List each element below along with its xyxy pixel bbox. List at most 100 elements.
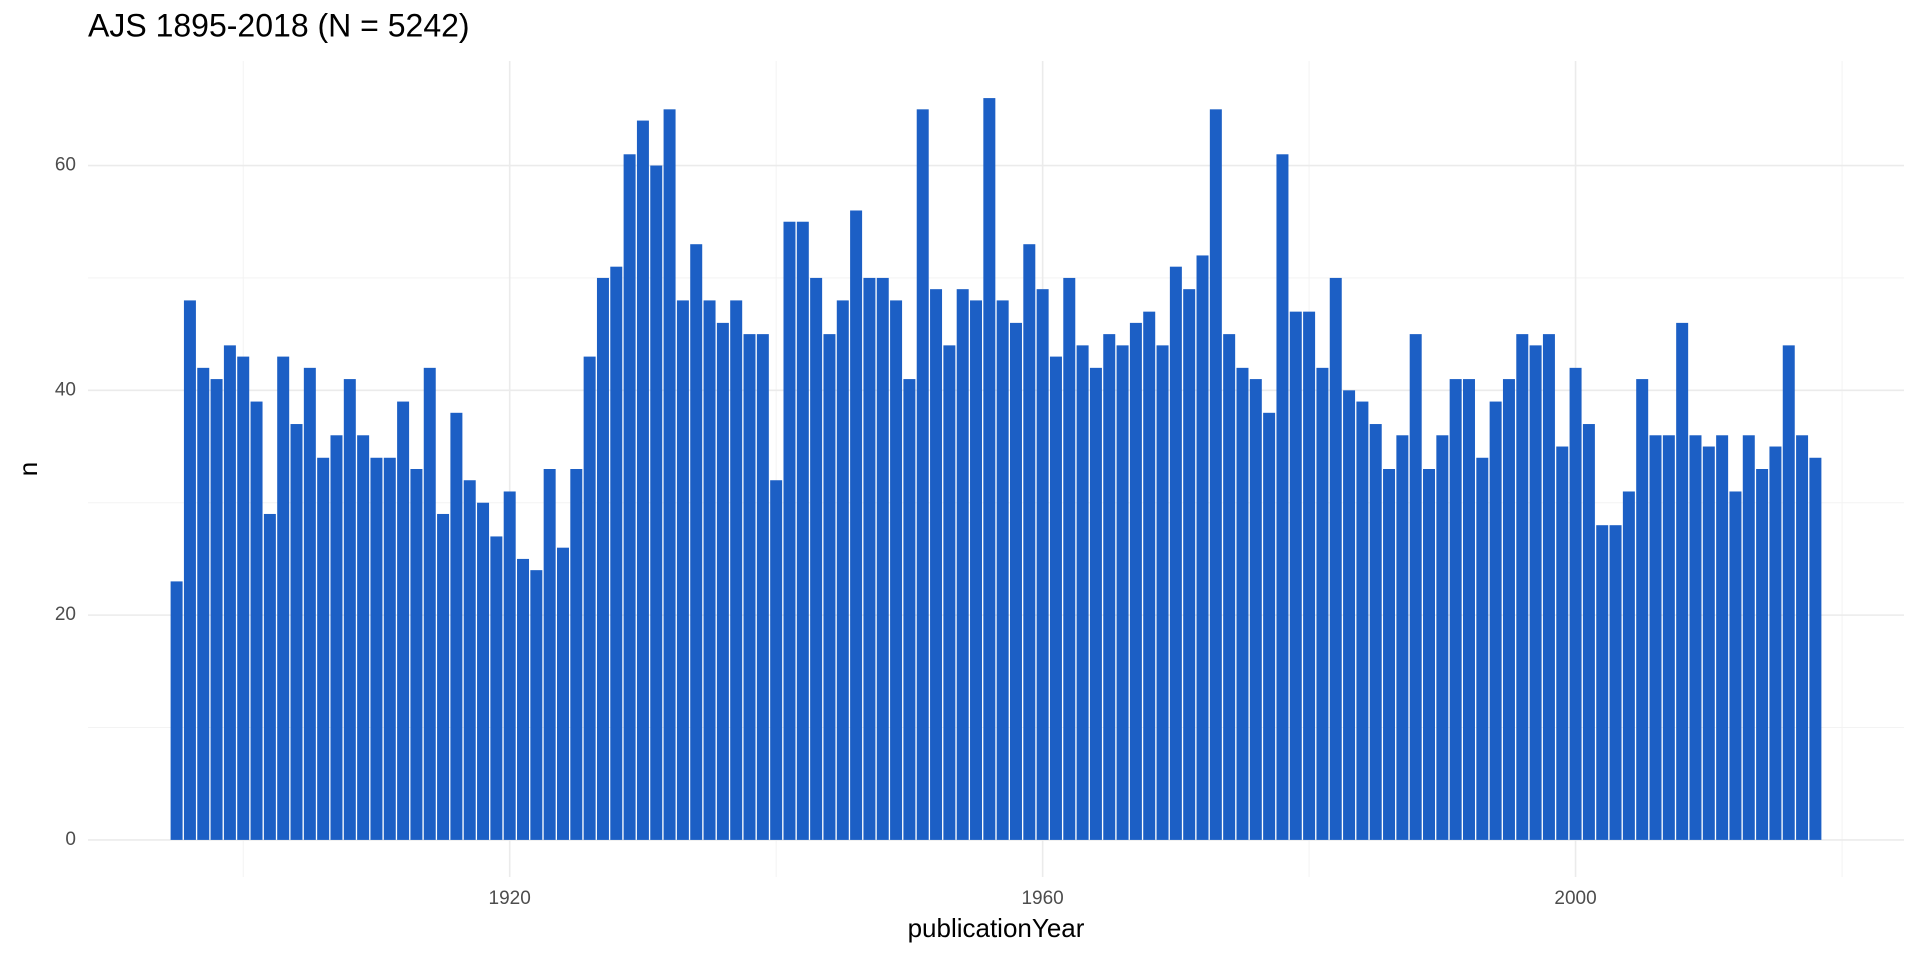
bar — [1343, 390, 1356, 840]
bar — [1556, 446, 1569, 840]
bar — [596, 277, 609, 840]
bar — [810, 277, 823, 840]
y-axis-title: n — [13, 462, 43, 476]
bar — [410, 469, 423, 840]
bar — [863, 277, 876, 840]
bar — [903, 379, 916, 840]
bar — [263, 513, 276, 840]
bar — [1223, 334, 1236, 840]
bar — [1103, 334, 1116, 840]
bar — [703, 300, 716, 840]
bar — [1369, 424, 1382, 840]
bar — [503, 491, 516, 840]
bar — [1489, 401, 1502, 840]
bar — [1809, 457, 1822, 840]
bar — [423, 367, 436, 840]
bar — [290, 424, 303, 840]
bar — [1702, 446, 1715, 840]
bar — [210, 379, 223, 840]
bar — [1049, 356, 1062, 840]
y-tick-label: 20 — [55, 604, 76, 625]
bar — [1609, 525, 1622, 840]
bar — [796, 221, 809, 840]
bar — [1329, 277, 1342, 840]
bar — [357, 435, 370, 840]
bar — [1209, 109, 1222, 840]
bar — [956, 289, 969, 840]
bar — [183, 300, 196, 840]
bar — [636, 120, 649, 840]
bar — [996, 300, 1009, 840]
bar — [1183, 289, 1196, 840]
bar — [1396, 435, 1409, 840]
bar — [343, 379, 356, 840]
bar — [530, 570, 543, 840]
bar — [610, 266, 623, 840]
y-tick-label: 60 — [55, 155, 76, 176]
bar — [650, 165, 663, 840]
bar — [1796, 435, 1809, 840]
bar — [397, 401, 410, 840]
bar — [1089, 367, 1102, 840]
bar — [197, 367, 210, 840]
bar — [1383, 469, 1396, 840]
bar — [1476, 457, 1489, 840]
chart-title: AJS 1895-2018 (N = 5242) — [88, 7, 470, 43]
x-tick-label: 1960 — [1021, 888, 1063, 909]
bar — [330, 435, 343, 840]
bar — [1023, 244, 1036, 840]
bar — [623, 154, 636, 840]
bar — [1263, 412, 1276, 840]
bar — [1356, 401, 1369, 840]
bar — [676, 300, 689, 840]
bar — [543, 469, 556, 840]
bar — [1689, 435, 1702, 840]
bar — [1276, 154, 1289, 840]
bar — [1316, 367, 1329, 840]
bar — [437, 513, 450, 840]
bar — [716, 322, 729, 840]
bar — [1423, 469, 1436, 840]
bar — [463, 480, 476, 840]
bar — [916, 109, 929, 840]
bar — [517, 558, 530, 840]
bar — [1529, 345, 1542, 840]
bar — [1542, 334, 1555, 840]
bar — [1436, 435, 1449, 840]
bar — [556, 547, 569, 840]
bar — [1782, 345, 1795, 840]
bar — [237, 356, 250, 840]
bar — [250, 401, 263, 840]
bar — [1129, 322, 1142, 840]
bar — [970, 300, 983, 840]
bar — [223, 345, 236, 840]
bar — [317, 457, 330, 840]
bar — [1116, 345, 1129, 840]
bar — [303, 367, 316, 840]
bar — [1289, 311, 1302, 840]
bar — [1009, 322, 1022, 840]
bar — [1449, 379, 1462, 840]
bar — [1063, 277, 1076, 840]
bar — [277, 356, 290, 840]
bar — [1756, 469, 1769, 840]
bar — [890, 300, 903, 840]
bar — [1662, 435, 1675, 840]
bar — [1729, 491, 1742, 840]
bar — [1156, 345, 1169, 840]
bar — [370, 457, 383, 840]
bar — [756, 334, 769, 840]
bar — [983, 98, 996, 840]
bar — [743, 334, 756, 840]
bar — [1636, 379, 1649, 840]
bar — [1582, 424, 1595, 840]
x-tick-label: 2000 — [1554, 888, 1596, 909]
bar — [823, 334, 836, 840]
bar — [1196, 255, 1209, 840]
bar — [770, 480, 783, 840]
bar — [170, 581, 183, 840]
bar — [450, 412, 463, 840]
bar — [1169, 266, 1182, 840]
bar — [836, 300, 849, 840]
